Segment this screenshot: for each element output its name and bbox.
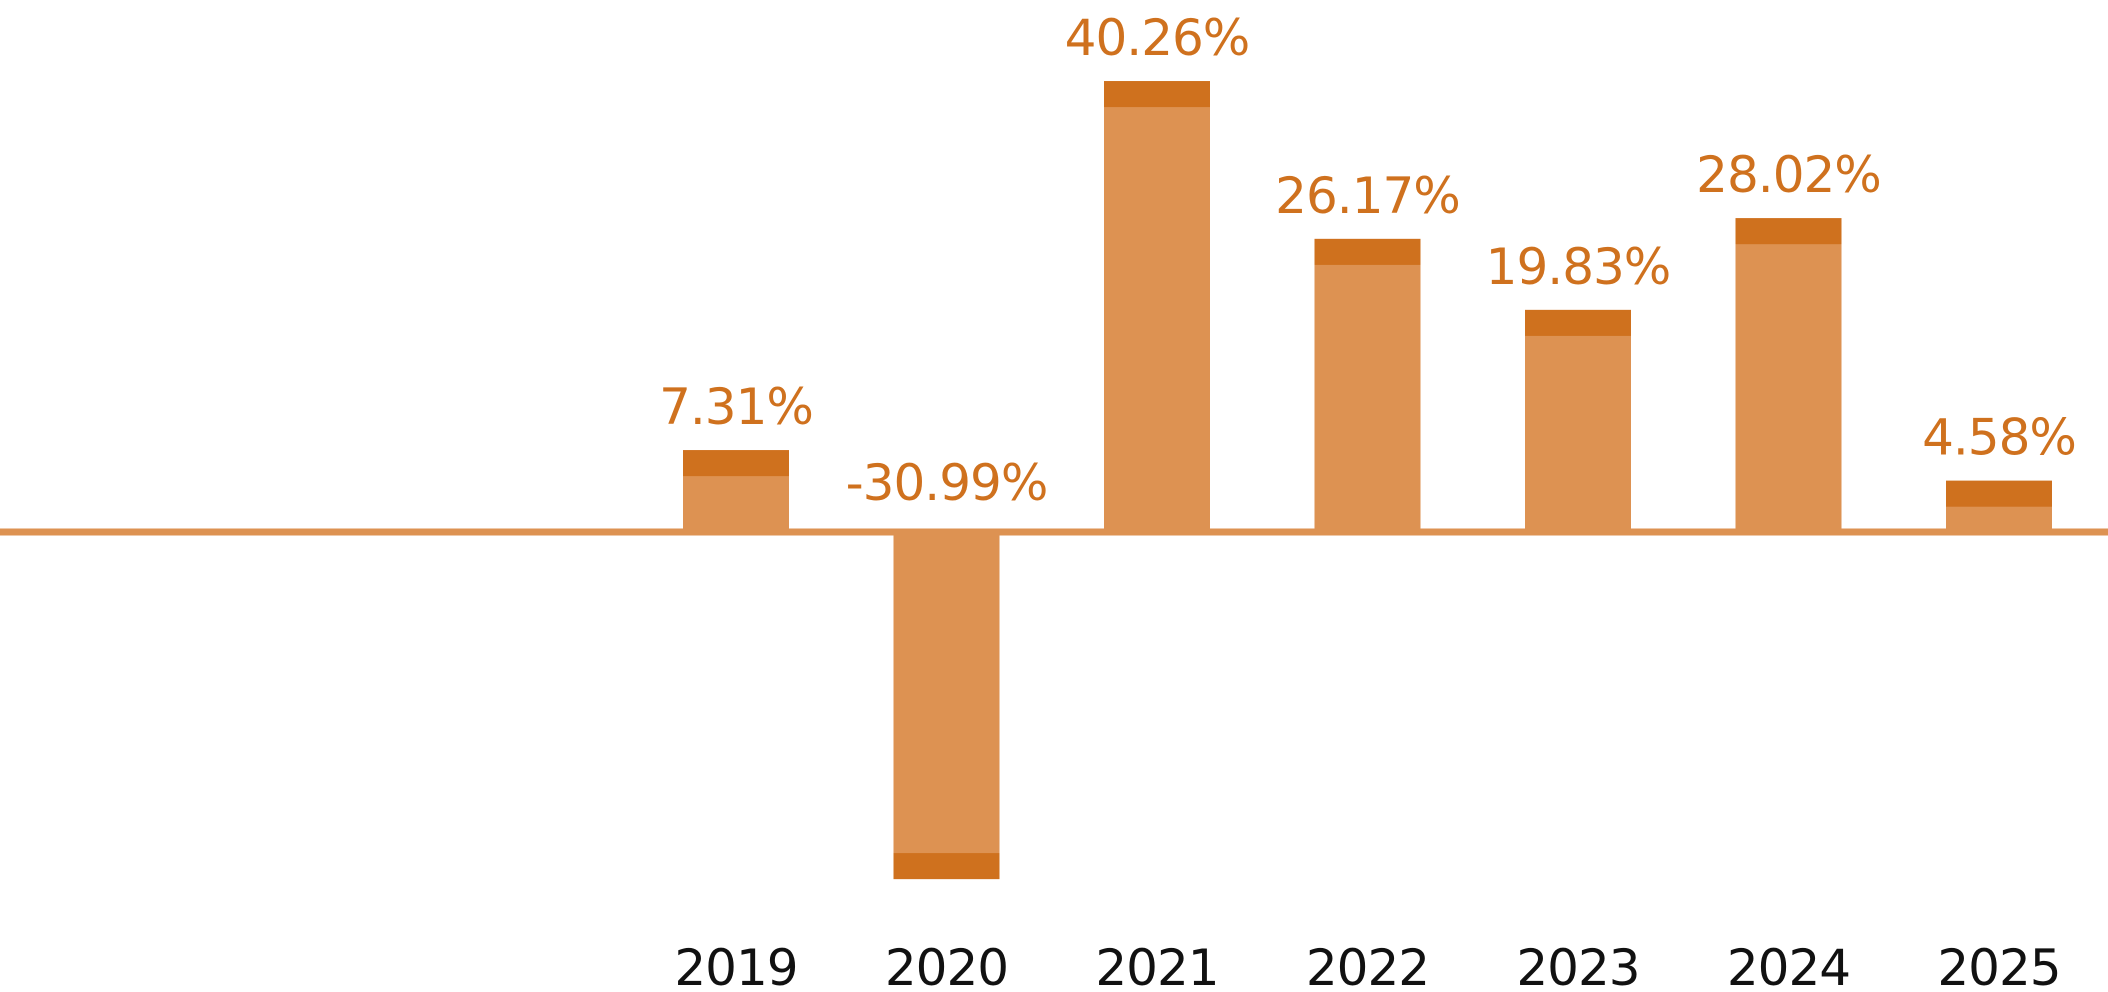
bar-cap-2019 xyxy=(683,450,789,477)
value-label-2021: 40.26% xyxy=(1065,9,1250,67)
x-tick-label-2024: 2024 xyxy=(1727,939,1850,992)
bar-2022 xyxy=(1314,238,1421,532)
x-tick-label-2023: 2023 xyxy=(1516,939,1639,992)
bar-2024 xyxy=(1735,218,1842,532)
value-label-2020: -30.99% xyxy=(846,454,1048,512)
value-label-2023: 19.83% xyxy=(1486,238,1671,296)
bar-cap-2020 xyxy=(893,853,1000,880)
x-tick-label-2021: 2021 xyxy=(1095,939,1218,992)
value-label-2019: 7.31% xyxy=(659,378,813,436)
value-label-2022: 26.17% xyxy=(1275,167,1460,225)
bars-group xyxy=(683,81,2052,880)
bar-cap-2024 xyxy=(1735,218,1842,245)
x-tick-label-2019: 2019 xyxy=(674,939,797,992)
bar-cap-2023 xyxy=(1525,309,1631,336)
value-label-2024: 28.02% xyxy=(1696,146,1881,204)
bar-cap-2025 xyxy=(1946,480,2052,507)
bar-2020 xyxy=(893,532,1000,880)
bar-cap-2022 xyxy=(1314,238,1421,265)
bar-2023 xyxy=(1525,309,1631,532)
value-label-2025: 4.58% xyxy=(1922,409,2076,467)
bar-2021 xyxy=(1104,81,1210,532)
x-tick-label-2022: 2022 xyxy=(1306,939,1429,992)
x-tick-label-2020: 2020 xyxy=(885,939,1008,992)
value-labels-group: 7.31% -30.99% 40.26% 26.17% 19.83% 28.02% 4.58… xyxy=(659,9,2077,512)
bar-cap-2021 xyxy=(1104,81,1210,108)
x-tick-labels-group: 2019 2020 2021 2022 2023 2024 2025 xyxy=(674,939,2061,992)
x-tick-label-2025: 2025 xyxy=(1937,939,2060,992)
